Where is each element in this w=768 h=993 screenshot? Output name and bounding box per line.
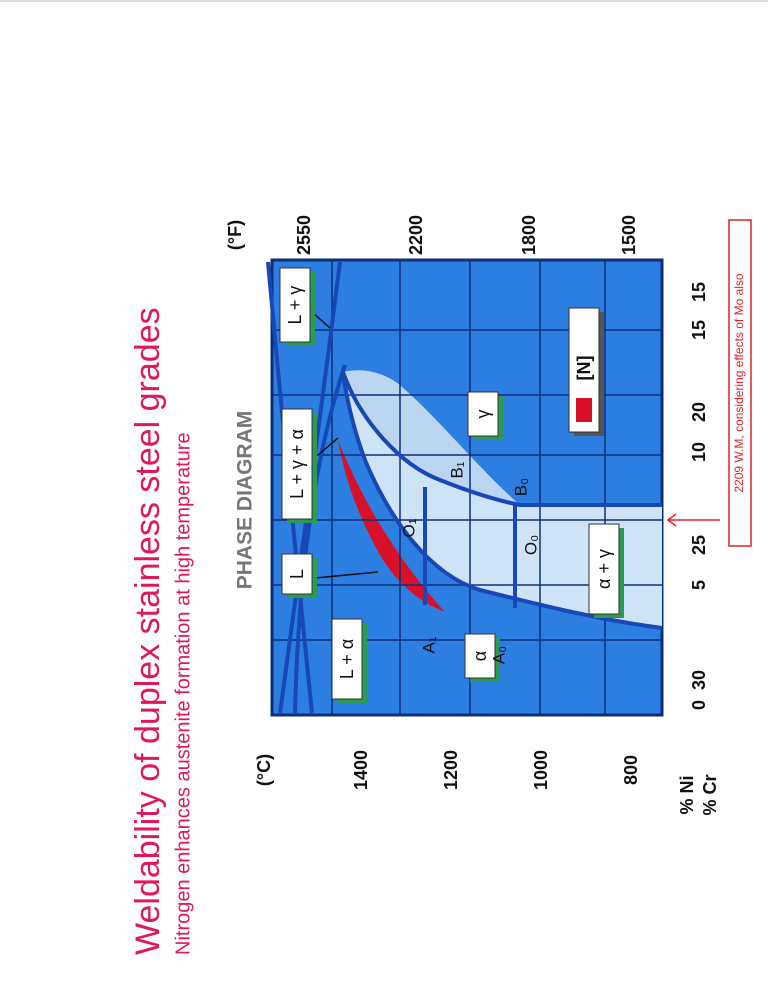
box <box>467 391 499 437</box>
region-label: L <box>287 569 307 579</box>
arrow <box>317 437 339 456</box>
arrow <box>314 571 379 579</box>
gamma-region <box>343 370 520 505</box>
box <box>281 553 313 595</box>
point-label: O₀ <box>521 535 540 555</box>
diagram-title: PHASE DIAGRAM <box>234 411 257 590</box>
right-tick-label: 1800 <box>519 215 539 255</box>
cr-tick-label: 30 <box>689 670 709 690</box>
note-box <box>728 219 752 547</box>
box <box>281 408 313 520</box>
point-label: O₁ <box>399 518 418 537</box>
label-boxes <box>279 267 624 703</box>
note: 2209 W.M, considering effects of Mo also <box>732 273 746 493</box>
left-axis-unit: (°C) <box>254 754 274 786</box>
point-label: A₁ <box>419 636 438 653</box>
left-tick-label: 1000 <box>531 750 551 790</box>
legend-label: [N] <box>574 356 594 381</box>
region-label: α <box>470 651 490 661</box>
region-label: L + γ + α <box>287 429 307 499</box>
ni-tick-label: 15 <box>689 320 709 340</box>
point-label: B₁ <box>447 461 466 478</box>
box <box>464 633 496 679</box>
left-tick-label: 1400 <box>351 750 371 790</box>
alpha-solvus <box>341 371 663 630</box>
right-tick-label: 2200 <box>406 215 426 255</box>
region-label: γ <box>473 410 493 419</box>
cr-axis-label: % Cr <box>700 774 720 815</box>
region-label: L + α <box>337 639 357 679</box>
note-arrow <box>666 513 720 527</box>
cr-tick-label: 25 <box>689 535 709 555</box>
left-tick-label: 800 <box>621 755 641 785</box>
texts: Weldability of duplex stainless steel gr… <box>129 215 746 955</box>
legend-swatch <box>576 398 592 422</box>
right-tick-label: 1500 <box>619 215 639 255</box>
right-axis-unit: (°F) <box>225 220 245 250</box>
point-label: A₀ <box>489 646 508 664</box>
point-label: B₀ <box>511 478 530 496</box>
subtitle: Nitrogen enhances austenite formation at… <box>172 432 194 955</box>
left-tick-label: 1200 <box>441 750 461 790</box>
ni-tick-label: 10 <box>689 442 709 462</box>
right-tick-label: 2550 <box>294 215 314 255</box>
region-label: α + γ <box>594 549 614 589</box>
ni-tick-label: 0 <box>689 700 709 710</box>
gamma-solvus <box>341 371 662 507</box>
title: Weldability of duplex stainless steel gr… <box>129 307 167 955</box>
box <box>331 618 363 700</box>
cr-tick-label: 20 <box>689 402 709 422</box>
box <box>279 267 311 343</box>
ni-axis-label: % Ni <box>677 775 697 814</box>
cr-tick-label: 15 <box>689 282 709 302</box>
region-label: L + γ <box>285 286 305 325</box>
ni-tick-label: 5 <box>689 580 709 590</box>
alpha-gamma-region <box>343 372 662 628</box>
box <box>588 523 620 615</box>
